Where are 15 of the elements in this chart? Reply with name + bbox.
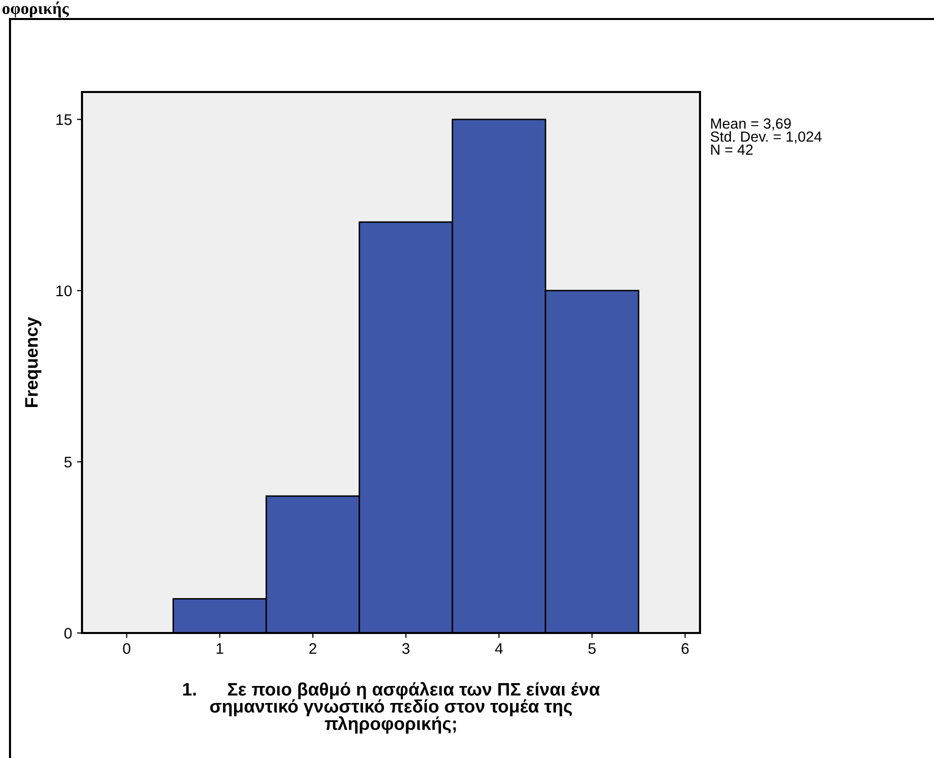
- x-tick-label: 1: [216, 643, 224, 654]
- x-tick-label: 5: [588, 643, 596, 654]
- x-tick-label: 3: [402, 643, 410, 654]
- y-tick-label: 0: [64, 628, 72, 639]
- y-tick-label: 10: [56, 285, 72, 296]
- x-tick-label: 4: [495, 643, 503, 654]
- y-tick-label: 5: [64, 456, 72, 468]
- text: οφορικής: [2, 2, 69, 18]
- x-axis-title: 1. Σε ποιο βαθμό η ασφάλεια των ΠΣ είναι ένα σημαντικό γνωστικό πεδίο στον τομέα της πληροφορικής;: [183, 682, 600, 734]
- x-tick-label: 6: [682, 643, 689, 654]
- text: Mean = 3,69 Std. Dev. = 1,024 N = 42: [710, 118, 822, 155]
- y-axis-title: Frequency: [25, 316, 42, 407]
- x-tick-label: 2: [309, 643, 316, 654]
- y-tick-label: 15: [56, 114, 72, 126]
- x-tick-label: 0: [123, 643, 130, 654]
